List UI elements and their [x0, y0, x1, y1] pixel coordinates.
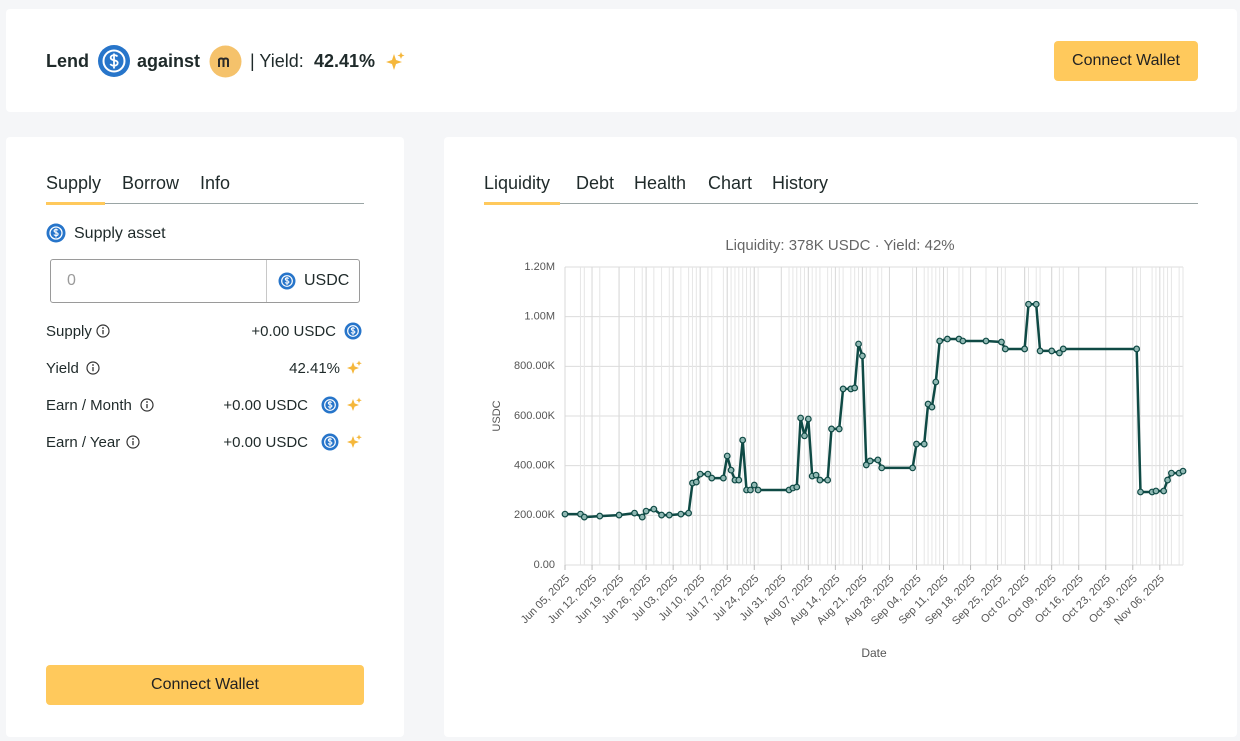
active-tab-indicator	[484, 202, 560, 205]
yield-label: | Yield:	[250, 51, 304, 71]
tab[interactable]: Health	[634, 173, 687, 193]
usdc-icon	[344, 322, 362, 340]
input-divider	[266, 260, 267, 302]
supply-asset-label: Supply asset	[74, 225, 166, 242]
token-icon	[209, 45, 242, 78]
usdc-icon	[278, 272, 296, 290]
tab-divider	[484, 203, 1198, 204]
supply-card	[6, 137, 404, 737]
info-icon[interactable]	[140, 398, 154, 412]
info-icon[interactable]	[96, 324, 110, 338]
usdc-icon	[321, 433, 339, 451]
input-placeholder: 0	[67, 272, 76, 289]
connect-wallet-button[interactable]: Connect Wallet	[46, 665, 364, 705]
tab[interactable]: Info	[200, 173, 231, 193]
chart-card	[444, 137, 1237, 737]
usdc-icon	[46, 223, 66, 243]
row-label: Supply	[46, 323, 92, 340]
active-tab-indicator	[46, 202, 105, 205]
yield-value: 42.41%	[314, 51, 376, 71]
row-value: 42.41%	[289, 360, 340, 377]
usdc-icon	[98, 45, 130, 77]
connect-wallet-button[interactable]: Connect Wallet	[1054, 41, 1198, 81]
tab-divider	[46, 203, 364, 204]
tab[interactable]: History	[772, 173, 829, 193]
sparkle-icon	[347, 434, 362, 448]
tab[interactable]: Supply	[46, 173, 102, 193]
info-icon[interactable]	[126, 435, 140, 449]
row-label: Earn / Year	[46, 434, 121, 451]
sparkle-icon	[347, 397, 362, 411]
info-icon[interactable]	[86, 361, 100, 375]
row-value: +0.00 USDC	[223, 397, 308, 414]
sparkle-icon	[347, 360, 362, 374]
against-text: against	[137, 51, 201, 71]
row-label: Yield	[46, 360, 79, 377]
tab[interactable]: Chart	[708, 173, 753, 193]
row-value: +0.00 USDC	[251, 323, 336, 340]
asset-symbol: USDC	[304, 272, 350, 289]
tab[interactable]: Borrow	[122, 173, 180, 193]
tab[interactable]: Liquidity	[484, 173, 551, 193]
row-value: +0.00 USDC	[223, 434, 308, 451]
lend-text: Lend	[46, 51, 89, 71]
usdc-icon	[321, 396, 339, 414]
row-label: Earn / Month	[46, 397, 132, 414]
tab[interactable]: Debt	[576, 173, 615, 193]
sparkle-icon	[386, 52, 405, 70]
amount-input[interactable]	[50, 259, 360, 303]
